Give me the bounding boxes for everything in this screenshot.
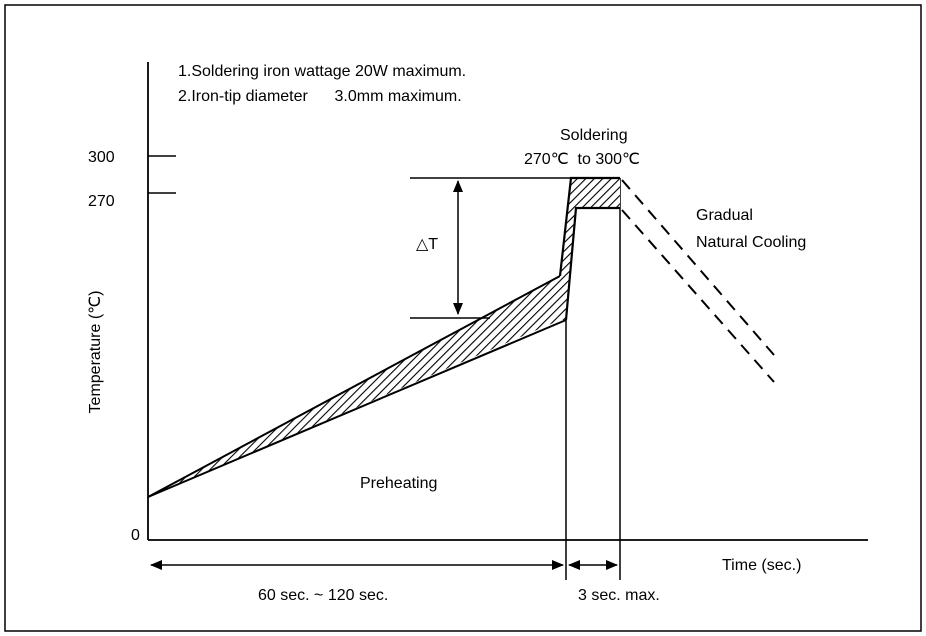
cooling-label-line2: Natural Cooling xyxy=(696,234,806,251)
solder-duration-label: 3 sec. max. xyxy=(578,587,660,604)
preheat-duration-label: 60 sec. ~ 120 sec. xyxy=(258,587,388,604)
diagram-border xyxy=(4,4,922,632)
cooling-label-line1: Gradual xyxy=(696,207,753,224)
origin-label: 0 xyxy=(131,527,140,544)
note-wattage: 1.Soldering iron wattage 20W maximum. xyxy=(178,63,466,80)
soldering-range-label: 270℃ to 300℃ xyxy=(524,151,640,168)
delta-t-label: △T xyxy=(416,236,438,253)
cooling-lower-dashed xyxy=(621,209,775,383)
preheat-upper-line xyxy=(147,275,561,498)
preheating-label: Preheating xyxy=(360,475,437,492)
soldering-label: Soldering xyxy=(560,127,628,144)
tick-270-label: 270 xyxy=(88,193,115,210)
preheat-lower-line xyxy=(147,319,567,498)
x-axis-label: Time (sec.) xyxy=(722,557,801,574)
note-tip-diameter: 2.Iron-tip diameter 3.0mm maximum. xyxy=(178,88,462,105)
solder-lower-profile xyxy=(564,206,620,321)
tick-300-label: 300 xyxy=(88,149,115,166)
y-axis-label: Temperature (℃) xyxy=(87,291,104,414)
